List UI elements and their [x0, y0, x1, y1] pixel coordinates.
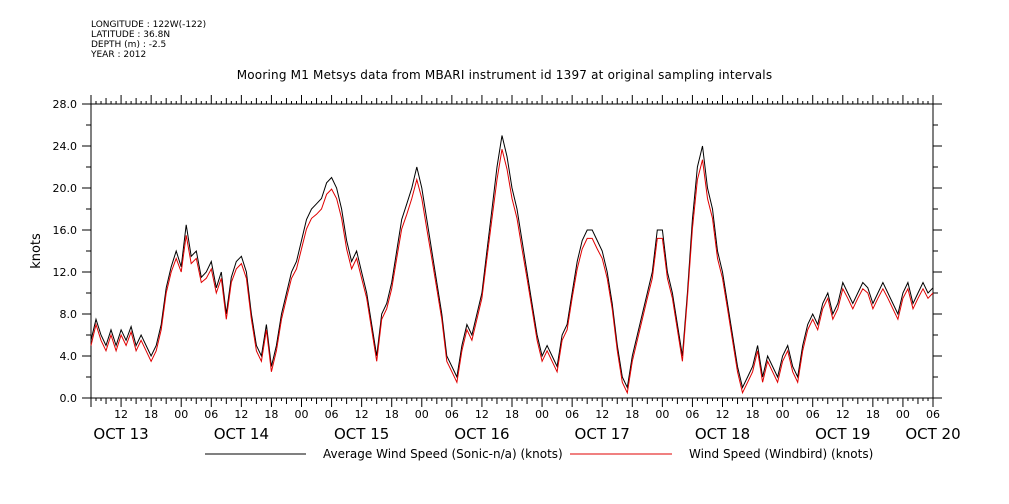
x-tick-label: 12 [114, 408, 128, 421]
x-tick-label: 00 [776, 408, 790, 421]
x-tick-label: 12 [836, 408, 850, 421]
x-tick-label: 06 [204, 408, 218, 421]
x-tick-label: 18 [385, 408, 399, 421]
y-tick-label: 20.0 [53, 182, 78, 195]
x-tick-label: 06 [926, 408, 940, 421]
legend: Average Wind Speed (Sonic-n/a) (knots) W… [205, 447, 873, 461]
x-day-label: OCT 13 [93, 425, 148, 443]
x-tick-label: 06 [685, 408, 699, 421]
x-tick-label: 12 [234, 408, 248, 421]
x-day-label: OCT 16 [454, 425, 509, 443]
x-tick-label: 12 [355, 408, 369, 421]
x-tick-label: 18 [866, 408, 880, 421]
x-day-label: OCT 20 [905, 425, 960, 443]
plot-frame [90, 103, 934, 399]
x-day-label: OCT 14 [214, 425, 269, 443]
metadata-block: LONGITUDE : 122W(-122) LATITUDE : 36.8N … [91, 20, 206, 60]
legend-label-windbird: Wind Speed (Windbird) (knots) [689, 447, 873, 461]
x-day-label: OCT 17 [575, 425, 630, 443]
y-tick-label: 16.0 [53, 224, 78, 237]
x-tick-label: 00 [415, 408, 429, 421]
depth-text: DEPTH (m) : -2.5 [91, 40, 167, 50]
x-tick-label: 06 [565, 408, 579, 421]
x-day-label: OCT 18 [695, 425, 750, 443]
x-tick-label: 00 [896, 408, 910, 421]
legend-label-sonic: Average Wind Speed (Sonic-n/a) (knots) [323, 447, 563, 461]
longitude-text: LONGITUDE : 122W(-122) [91, 20, 207, 30]
latitude-text: LATITUDE : 36.8N [91, 30, 171, 40]
y-tick-label: 8.0 [60, 308, 78, 321]
x-tick-label: 18 [264, 408, 278, 421]
y-tick-label: 4.0 [60, 350, 78, 363]
series-line-windbird [90, 149, 934, 395]
x-day-label: OCT 15 [334, 425, 389, 443]
year-text: YEAR : 2012 [91, 50, 147, 60]
x-tick-label: 00 [535, 408, 549, 421]
y-tick-label: 24.0 [53, 140, 78, 153]
x-tick-label: 18 [625, 408, 639, 421]
y-tick-label: 12.0 [53, 266, 78, 279]
x-tick-label: 18 [746, 408, 760, 421]
x-tick-label: 06 [806, 408, 820, 421]
y-axis-label: knots [29, 233, 44, 269]
x-tick-label: 12 [595, 408, 609, 421]
series-line-sonic [90, 135, 934, 390]
y-tick-label: 0.0 [60, 392, 78, 405]
x-tick-label: 18 [144, 408, 158, 421]
x-tick-label: 12 [475, 408, 489, 421]
x-tick-label: 00 [295, 408, 309, 421]
x-tick-label: 06 [445, 408, 459, 421]
y-tick-label: 28.0 [53, 98, 78, 111]
x-tick-label: 12 [716, 408, 730, 421]
x-tick-label: 18 [505, 408, 519, 421]
x-tick-label: 00 [655, 408, 669, 421]
x-tick-label: 00 [174, 408, 188, 421]
x-day-label: OCT 19 [815, 425, 870, 443]
chart-title: Mooring M1 Metsys data from MBARI instru… [236, 68, 773, 82]
x-tick-label: 06 [325, 408, 339, 421]
